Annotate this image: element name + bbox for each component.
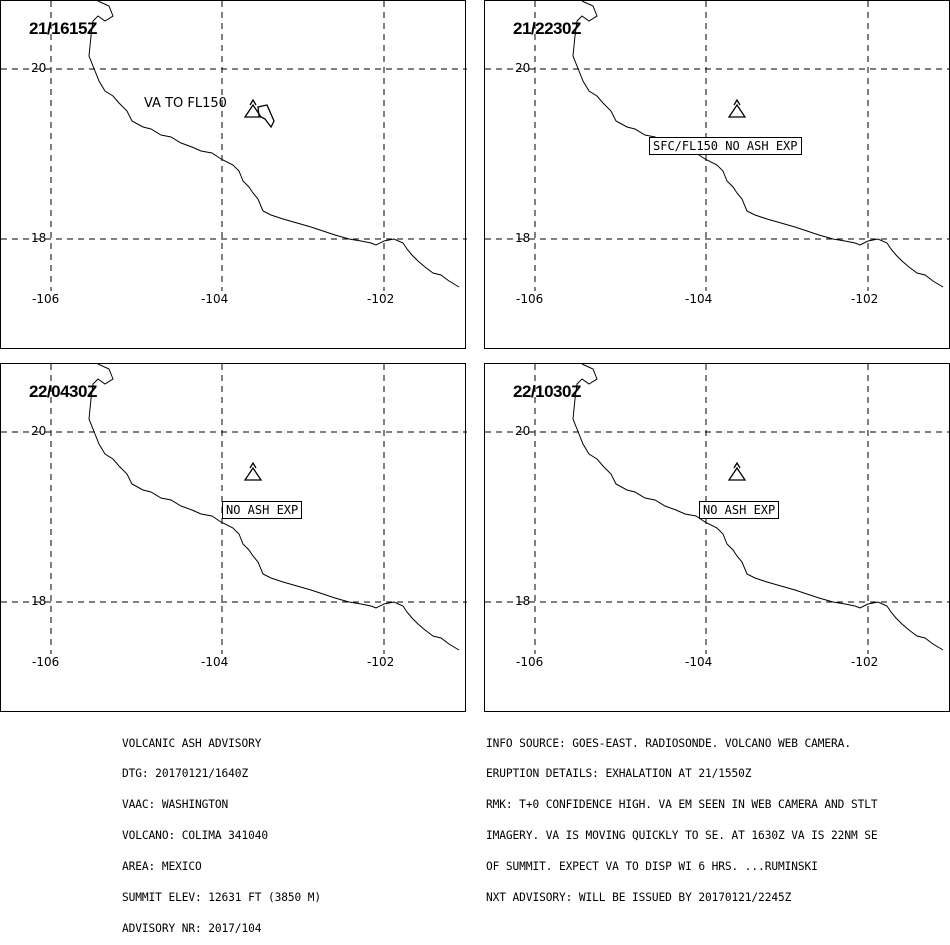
volcano-icon — [727, 98, 747, 118]
advisory-info-text: INFO SOURCE: GOES-EAST. RADIOSONDE. VOLC… — [486, 718, 878, 914]
map-panel-2: 21/2230Z 20 18 -106 -104 -102 SFC/FL150 … — [484, 0, 950, 349]
forecast-box: NO ASH EXP — [222, 501, 303, 519]
panel-time: 22/0430Z — [29, 382, 97, 401]
map-panel-1: 21/1615Z 20 18 -106 -104 -102 VA TO FL15… — [0, 0, 467, 349]
lat-label-18: 18 — [515, 231, 531, 245]
lon-label-104: -104 — [685, 655, 713, 669]
lon-label-104: -104 — [201, 655, 229, 669]
advisory-header-text: VOLCANIC ASH ADVISORY DTG: 20170121/1640… — [122, 718, 321, 945]
lat-label-20: 20 — [515, 424, 531, 438]
lat-label-20: 20 — [515, 61, 531, 75]
lat-label-20: 20 — [31, 424, 47, 438]
advisory-title: VOLCANIC ASH ADVISORY — [122, 736, 262, 750]
forecast-box: NO ASH EXP — [699, 501, 780, 519]
map-panel-4: 22/1030Z 20 18 -106 -104 -102 NO ASH EXP — [484, 363, 950, 712]
coastline — [572, 364, 944, 651]
coastline — [88, 1, 460, 288]
volcano-icon — [727, 461, 747, 481]
info-source: INFO SOURCE: GOES-EAST. RADIOSONDE. VOLC… — [486, 736, 851, 750]
lon-label-102: -102 — [851, 655, 879, 669]
map-graphic — [485, 364, 950, 654]
lat-label-18: 18 — [31, 231, 47, 245]
gridlines — [1, 1, 467, 291]
lat-label-20: 20 — [31, 61, 47, 75]
next-advisory: NXT ADVISORY: WILL BE ISSUED BY 20170121… — [486, 891, 792, 905]
lon-label-102: -102 — [851, 292, 879, 306]
advisory-area: AREA: MEXICO — [122, 860, 202, 874]
remarks-line-1: RMK: T+0 CONFIDENCE HIGH. VA EM SEEN IN … — [486, 798, 878, 812]
lon-label-102: -102 — [367, 655, 395, 669]
advisory-dtg: DTG: 20170121/1640Z — [122, 767, 249, 781]
lon-label-102: -102 — [367, 292, 395, 306]
map-graphic — [485, 1, 950, 291]
advisory-volcano: VOLCANO: COLIMA 341040 — [122, 829, 268, 843]
coastline — [572, 1, 944, 288]
forecast-box: SFC/FL150 NO ASH EXP — [649, 137, 802, 155]
panel-time: 21/1615Z — [29, 19, 97, 38]
gridlines — [1, 364, 467, 654]
lat-label-18: 18 — [515, 594, 531, 608]
lat-label-18: 18 — [31, 594, 47, 608]
map-graphic — [1, 364, 467, 654]
advisory-vaac: VAAC: WASHINGTON — [122, 798, 229, 812]
advisory-summit-elev: SUMMIT ELEV: 12631 FT (3850 M) — [122, 891, 322, 905]
ash-cloud-polygon — [257, 104, 275, 129]
remarks-line-2: IMAGERY. VA IS MOVING QUICKLY TO SE. AT … — [486, 829, 878, 843]
volcano-icon — [243, 98, 263, 118]
lon-label-106: -106 — [516, 292, 544, 306]
map-graphic — [1, 1, 467, 291]
coastline — [88, 364, 460, 651]
gridlines — [485, 364, 950, 654]
eruption-details: ERUPTION DETAILS: EXHALATION AT 21/1550Z — [486, 767, 752, 781]
panel-time: 22/1030Z — [513, 382, 581, 401]
remarks-line-3: OF SUMMIT. EXPECT VA TO DISP WI 6 HRS. .… — [486, 860, 818, 874]
panel-time: 21/2230Z — [513, 19, 581, 38]
volcano-icon — [243, 461, 263, 481]
advisory-number: ADVISORY NR: 2017/104 — [122, 921, 262, 935]
lon-label-106: -106 — [32, 292, 60, 306]
lon-label-104: -104 — [685, 292, 713, 306]
map-panel-3: 22/0430Z 20 18 -106 -104 -102 NO ASH EXP — [0, 363, 467, 712]
lon-label-104: -104 — [201, 292, 229, 306]
lon-label-106: -106 — [32, 655, 60, 669]
ash-level-label: VA TO FL150 — [144, 96, 227, 111]
lon-label-106: -106 — [516, 655, 544, 669]
